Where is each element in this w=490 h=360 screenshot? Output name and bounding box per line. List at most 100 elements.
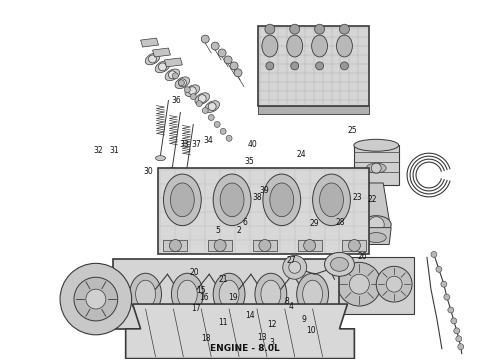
Circle shape bbox=[386, 276, 402, 292]
Text: 39: 39 bbox=[260, 185, 270, 194]
Polygon shape bbox=[365, 183, 389, 220]
Ellipse shape bbox=[171, 183, 195, 217]
Bar bbox=[208, 239, 232, 251]
Ellipse shape bbox=[297, 273, 328, 315]
Circle shape bbox=[196, 100, 202, 107]
Circle shape bbox=[431, 251, 437, 257]
Text: 12: 12 bbox=[267, 320, 276, 329]
Circle shape bbox=[198, 95, 206, 103]
Circle shape bbox=[436, 266, 442, 272]
Text: 30: 30 bbox=[144, 167, 153, 176]
Polygon shape bbox=[113, 260, 340, 329]
Ellipse shape bbox=[145, 53, 160, 65]
Circle shape bbox=[60, 264, 132, 335]
Circle shape bbox=[214, 239, 226, 251]
Text: 35: 35 bbox=[244, 157, 254, 166]
Ellipse shape bbox=[180, 180, 190, 184]
Polygon shape bbox=[258, 26, 369, 105]
Text: 5: 5 bbox=[216, 225, 220, 234]
Circle shape bbox=[184, 87, 190, 93]
Ellipse shape bbox=[263, 174, 301, 226]
Text: 4: 4 bbox=[289, 302, 294, 311]
Circle shape bbox=[148, 55, 156, 63]
Circle shape bbox=[230, 62, 238, 70]
Text: 40: 40 bbox=[247, 140, 257, 149]
Circle shape bbox=[341, 62, 348, 70]
Circle shape bbox=[178, 80, 184, 86]
Circle shape bbox=[315, 24, 324, 34]
Circle shape bbox=[289, 261, 301, 273]
Text: 21: 21 bbox=[219, 275, 228, 284]
Ellipse shape bbox=[354, 139, 399, 151]
Ellipse shape bbox=[136, 280, 155, 308]
Ellipse shape bbox=[255, 273, 287, 315]
Bar bbox=[253, 239, 277, 251]
Text: 14: 14 bbox=[245, 311, 255, 320]
Ellipse shape bbox=[337, 35, 352, 57]
Text: 25: 25 bbox=[347, 126, 357, 135]
Ellipse shape bbox=[219, 280, 239, 308]
Circle shape bbox=[283, 255, 307, 279]
Text: 9: 9 bbox=[301, 315, 306, 324]
Circle shape bbox=[338, 262, 381, 306]
Text: 28: 28 bbox=[335, 219, 345, 228]
Circle shape bbox=[371, 163, 381, 173]
Circle shape bbox=[266, 62, 274, 70]
Text: 11: 11 bbox=[219, 318, 228, 327]
Circle shape bbox=[201, 35, 209, 43]
Bar bbox=[298, 239, 321, 251]
Circle shape bbox=[208, 114, 214, 121]
Circle shape bbox=[458, 344, 464, 350]
Ellipse shape bbox=[220, 183, 244, 217]
Text: 26: 26 bbox=[357, 252, 367, 261]
Polygon shape bbox=[141, 38, 158, 47]
Text: 18: 18 bbox=[201, 334, 211, 343]
Circle shape bbox=[74, 277, 118, 321]
Bar bbox=[343, 239, 367, 251]
Ellipse shape bbox=[319, 183, 343, 217]
Circle shape bbox=[211, 42, 219, 50]
Ellipse shape bbox=[367, 233, 386, 243]
Circle shape bbox=[349, 274, 369, 294]
Ellipse shape bbox=[155, 61, 170, 73]
Circle shape bbox=[190, 94, 196, 100]
Text: 33: 33 bbox=[179, 140, 189, 149]
Text: 15: 15 bbox=[196, 285, 206, 294]
Polygon shape bbox=[361, 228, 391, 244]
Ellipse shape bbox=[165, 69, 180, 81]
Circle shape bbox=[172, 73, 178, 79]
Text: 36: 36 bbox=[171, 96, 181, 105]
Text: 19: 19 bbox=[228, 293, 238, 302]
Circle shape bbox=[234, 69, 242, 77]
Text: 20: 20 bbox=[189, 268, 198, 277]
Ellipse shape bbox=[172, 273, 203, 315]
Text: 24: 24 bbox=[296, 150, 306, 159]
Ellipse shape bbox=[331, 257, 348, 271]
Text: 37: 37 bbox=[192, 140, 201, 149]
Text: 6: 6 bbox=[243, 218, 247, 227]
Ellipse shape bbox=[313, 174, 350, 226]
Text: 31: 31 bbox=[110, 146, 119, 155]
Polygon shape bbox=[258, 105, 369, 113]
Text: 8: 8 bbox=[284, 297, 289, 306]
Text: 2: 2 bbox=[237, 225, 242, 234]
Ellipse shape bbox=[185, 85, 199, 96]
Circle shape bbox=[259, 239, 271, 251]
Circle shape bbox=[86, 289, 106, 309]
Circle shape bbox=[169, 71, 176, 79]
Text: 17: 17 bbox=[192, 304, 201, 313]
Bar bbox=[164, 239, 187, 251]
Circle shape bbox=[188, 87, 196, 95]
Ellipse shape bbox=[205, 101, 220, 112]
Circle shape bbox=[304, 239, 316, 251]
Text: 22: 22 bbox=[368, 195, 377, 204]
Polygon shape bbox=[125, 304, 354, 359]
Text: 38: 38 bbox=[252, 193, 262, 202]
Circle shape bbox=[456, 336, 462, 342]
Circle shape bbox=[220, 129, 226, 134]
Circle shape bbox=[448, 307, 454, 313]
Circle shape bbox=[444, 294, 450, 300]
Ellipse shape bbox=[155, 156, 166, 161]
Text: 16: 16 bbox=[199, 293, 208, 302]
Text: 23: 23 bbox=[352, 193, 362, 202]
